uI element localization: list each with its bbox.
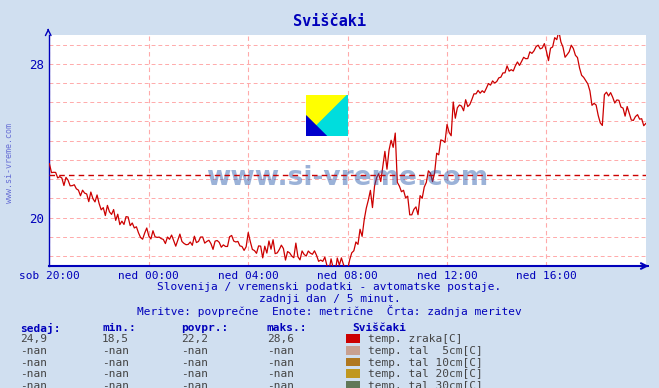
Text: sedaj:: sedaj:: [20, 323, 60, 334]
Text: Sviščaki: Sviščaki: [293, 14, 366, 29]
Text: 18,5: 18,5: [102, 334, 129, 345]
Text: -nan: -nan: [102, 346, 129, 356]
Text: -nan: -nan: [181, 381, 208, 388]
Text: -nan: -nan: [181, 358, 208, 368]
Text: maks.:: maks.:: [267, 323, 307, 333]
Text: temp. tal 10cm[C]: temp. tal 10cm[C]: [368, 358, 482, 368]
Text: 22,2: 22,2: [181, 334, 208, 345]
Text: Sviščaki: Sviščaki: [353, 323, 407, 333]
Text: -nan: -nan: [267, 358, 294, 368]
Polygon shape: [306, 116, 327, 137]
Text: -nan: -nan: [181, 346, 208, 356]
Polygon shape: [306, 95, 348, 137]
Text: -nan: -nan: [102, 381, 129, 388]
Text: temp. tal 30cm[C]: temp. tal 30cm[C]: [368, 381, 482, 388]
Text: 24,9: 24,9: [20, 334, 47, 345]
Text: povpr.:: povpr.:: [181, 323, 229, 333]
Text: Slovenija / vremenski podatki - avtomatske postaje.: Slovenija / vremenski podatki - avtomats…: [158, 282, 501, 293]
Text: temp. zraka[C]: temp. zraka[C]: [368, 334, 462, 345]
Text: -nan: -nan: [20, 369, 47, 379]
Text: Meritve: povprečne  Enote: metrične  Črta: zadnja meritev: Meritve: povprečne Enote: metrične Črta:…: [137, 305, 522, 317]
Polygon shape: [306, 95, 348, 137]
Text: temp. tal 20cm[C]: temp. tal 20cm[C]: [368, 369, 482, 379]
Text: zadnji dan / 5 minut.: zadnji dan / 5 minut.: [258, 294, 401, 304]
Text: -nan: -nan: [267, 369, 294, 379]
Text: -nan: -nan: [181, 369, 208, 379]
Text: -nan: -nan: [267, 346, 294, 356]
Text: temp. tal  5cm[C]: temp. tal 5cm[C]: [368, 346, 482, 356]
Text: www.si-vreme.com: www.si-vreme.com: [5, 123, 14, 203]
Text: 28,6: 28,6: [267, 334, 294, 345]
Text: min.:: min.:: [102, 323, 136, 333]
Text: -nan: -nan: [267, 381, 294, 388]
Text: -nan: -nan: [20, 346, 47, 356]
Text: www.si-vreme.com: www.si-vreme.com: [206, 165, 489, 191]
Text: -nan: -nan: [102, 358, 129, 368]
Text: -nan: -nan: [20, 358, 47, 368]
Text: -nan: -nan: [102, 369, 129, 379]
Text: -nan: -nan: [20, 381, 47, 388]
